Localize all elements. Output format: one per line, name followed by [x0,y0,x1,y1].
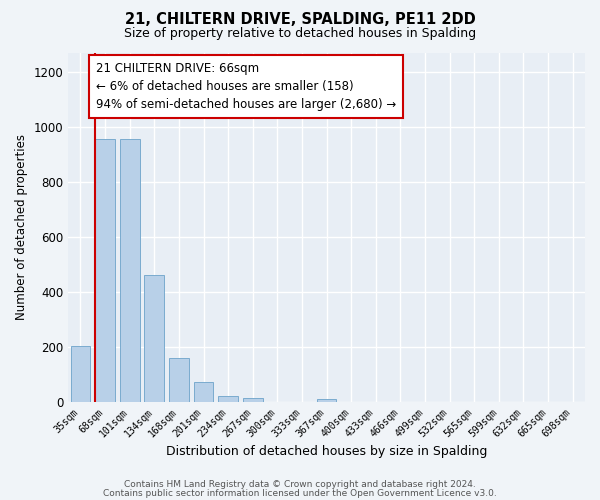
Text: 21 CHILTERN DRIVE: 66sqm
← 6% of detached houses are smaller (158)
94% of semi-d: 21 CHILTERN DRIVE: 66sqm ← 6% of detache… [96,62,396,111]
Bar [243,398,263,402]
Text: Contains HM Land Registry data © Crown copyright and database right 2024.: Contains HM Land Registry data © Crown c… [124,480,476,489]
Bar [194,382,214,402]
Bar [169,358,189,402]
Text: 21, CHILTERN DRIVE, SPALDING, PE11 2DD: 21, CHILTERN DRIVE, SPALDING, PE11 2DD [125,12,475,28]
Bar [317,400,337,402]
Y-axis label: Number of detached properties: Number of detached properties [15,134,28,320]
Bar [95,139,115,402]
Bar [71,346,91,402]
Bar [120,139,140,402]
Text: Contains public sector information licensed under the Open Government Licence v3: Contains public sector information licen… [103,488,497,498]
X-axis label: Distribution of detached houses by size in Spalding: Distribution of detached houses by size … [166,444,487,458]
Bar [218,396,238,402]
Text: Size of property relative to detached houses in Spalding: Size of property relative to detached ho… [124,28,476,40]
Bar [145,275,164,402]
